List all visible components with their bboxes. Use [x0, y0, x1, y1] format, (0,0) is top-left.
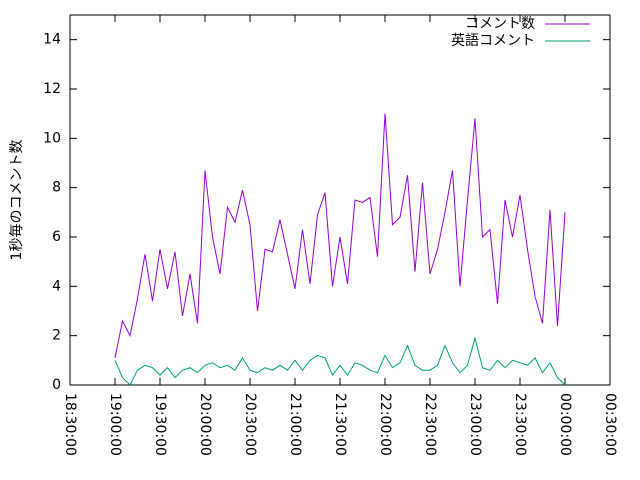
y-tick-label: 8	[52, 180, 61, 196]
x-tick-label: 20:30:00	[242, 393, 258, 456]
legend-label: 英語コメント	[451, 32, 535, 49]
plot-border	[69, 14, 611, 386]
y-tick-label: 10	[43, 130, 61, 146]
y-tick-label: 6	[52, 229, 61, 245]
y-tick-label: 0	[52, 377, 61, 393]
x-tick-label: 21:00:00	[287, 393, 303, 456]
x-tick-label: 19:30:00	[152, 393, 168, 456]
x-tick-label: 23:00:00	[467, 393, 483, 456]
y-tick-label: 14	[43, 32, 61, 48]
legend-label: コメント数	[465, 16, 535, 32]
x-tick-label: 19:00:00	[107, 393, 123, 456]
x-tick-label: 18:30:00	[62, 393, 78, 456]
x-tick-label: 23:30:00	[512, 393, 528, 456]
y-axis-label: 1秒毎のコメント数	[9, 140, 25, 261]
series-line	[114, 113, 566, 358]
x-tick-label: 22:00:00	[377, 393, 393, 456]
y-tick-label: 2	[52, 328, 61, 344]
x-tick-label: 21:30:00	[332, 393, 348, 456]
x-tick-label: 00:30:00	[602, 393, 618, 456]
y-tick-label: 4	[52, 278, 61, 294]
x-tick-label: 20:00:00	[197, 393, 213, 456]
y-tick-label: 12	[43, 81, 61, 97]
series-line	[114, 336, 566, 386]
x-tick-label: 00:00:00	[557, 393, 573, 456]
x-tick-label: 22:30:00	[422, 393, 438, 456]
